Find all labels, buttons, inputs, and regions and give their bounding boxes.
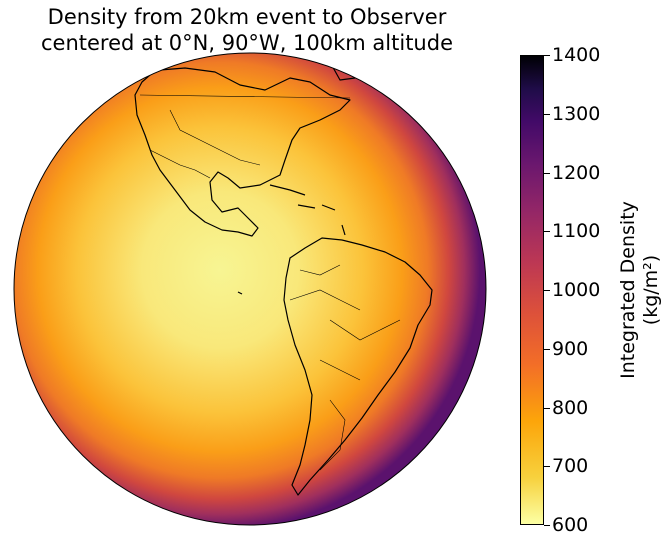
colorbar-tick <box>544 290 550 291</box>
title-line-1: Density from 20km event to Observer <box>47 5 447 29</box>
country-borders <box>139 94 401 471</box>
globe-outline <box>13 52 487 526</box>
colorbar-tick <box>544 55 550 56</box>
colorbar-label-line-2: (kg/m²) <box>640 254 662 326</box>
colorbar-tick-label: 1300 <box>552 102 601 125</box>
colorbar-label-line-1: Integrated Density <box>617 201 639 379</box>
colorbar-tick-label: 1000 <box>552 279 601 301</box>
colorbar-tick-label: 700 <box>552 455 589 478</box>
colorbar-tick <box>544 172 550 174</box>
colorbar-tick <box>544 348 550 350</box>
caribbean-islands <box>269 184 346 236</box>
plot-title: Density from 20km event to Observer cent… <box>0 4 494 56</box>
density-field <box>14 53 486 525</box>
colorbar-tick <box>544 407 550 409</box>
north-america-coastline <box>134 67 351 237</box>
colorbar-tick-label: 900 <box>552 337 589 360</box>
colorbar-tick <box>544 466 550 468</box>
colorbar-tick-label: 800 <box>552 396 589 419</box>
colorbar-tick <box>544 525 550 526</box>
colorbar-tick-label: 600 <box>552 514 589 536</box>
title-line-2: centered at 0°N, 90°W, 100km altitude <box>40 31 453 55</box>
colorbar-tick-label: 1400 <box>552 44 601 66</box>
colorbar-label: Integrated Density (kg/m²) <box>617 201 663 379</box>
globe-map <box>13 52 487 526</box>
colorbar-tick <box>544 113 550 115</box>
colorbar-tick <box>544 231 550 233</box>
galapagos <box>237 291 243 295</box>
colorbar <box>520 55 544 525</box>
colorbar-tick-label: 1200 <box>552 161 601 184</box>
colorbar-tick-label: 1100 <box>552 220 601 243</box>
south-america-coastline <box>283 237 433 496</box>
